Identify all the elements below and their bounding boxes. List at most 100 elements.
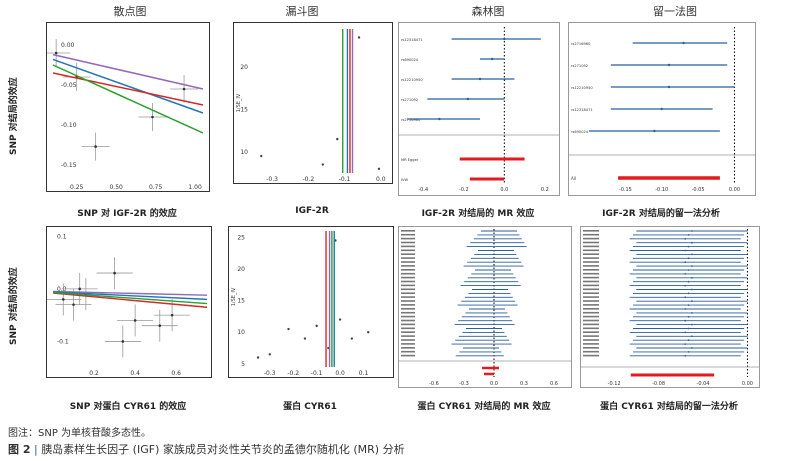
point-estimate: [684, 331, 687, 334]
data-point: [61, 298, 65, 301]
regression-line: [52, 290, 208, 296]
point-estimate: [690, 300, 693, 303]
snp-label-mark: [583, 230, 599, 232]
snp-label-mark: [401, 257, 415, 259]
regression-line: [52, 72, 204, 106]
regression-line: [52, 58, 204, 114]
figure-caption: 图 2 | 胰岛素样生长因子 (IGF) 家族成员对炎性关节炎的孟德尔随机化 (…: [8, 441, 405, 457]
snp-label-mark: [583, 347, 599, 349]
snp-label-mark: [401, 311, 415, 314]
point-estimate: [684, 308, 687, 310]
snp-label: rs690024: [401, 58, 419, 62]
ytick-label: 25: [237, 234, 245, 241]
xtick-label: 0.75: [149, 184, 163, 191]
snp-label-mark: [583, 319, 599, 322]
xtick-label: 0.2: [89, 370, 99, 377]
snp-label-mark: [401, 237, 415, 240]
snp-label-mark: [401, 300, 415, 302]
ytick-label: 0.0: [57, 286, 67, 293]
point-estimate: [687, 327, 690, 330]
point-estimate: [687, 234, 690, 236]
figure-caption-text: 胰岛素样生长因子 (IGF) 家族成员对炎性关节炎的孟德尔随机化 (MR) 分析: [41, 443, 405, 456]
summary-label: IVW: [401, 178, 409, 182]
snp-label-mark: [583, 253, 599, 255]
point-estimate: [690, 347, 693, 349]
xtick-label: 0.00: [729, 187, 740, 193]
regression-line: [52, 291, 208, 305]
row2-funnel-xlabel: 蛋白 CYR61: [283, 402, 337, 412]
ytick-label: 5: [241, 361, 245, 368]
point-estimate: [687, 315, 690, 318]
xtick-label: -0.4: [418, 187, 428, 193]
header-funnel: 漏斗图: [285, 5, 319, 18]
point-estimate: [478, 77, 482, 81]
regression-line: [52, 292, 208, 308]
point-estimate: [690, 288, 693, 291]
row1-forest-xlabel: IGF-2R 对结局的 MR 效应: [421, 209, 535, 219]
point-estimate: [684, 296, 687, 299]
ytick-label: -0.10: [61, 122, 77, 129]
data-point: [158, 324, 162, 327]
snp-label-mark: [401, 288, 415, 291]
snp-label-mark: [583, 265, 599, 267]
snp-label-mark: [583, 257, 599, 259]
snp-label-mark: [401, 323, 415, 326]
regression-line: [52, 53, 204, 90]
point-estimate: [684, 319, 687, 322]
point-estimate: [690, 265, 693, 267]
data-point: [336, 137, 339, 141]
snp-label-mark: [583, 350, 599, 353]
snp-label-mark: [401, 261, 415, 263]
data-point: [256, 356, 260, 359]
row1-scatter-plot: 0.00-0.05-0.10-0.150.00-0.05-0.10-0.150.…: [46, 22, 210, 192]
snp-label-mark: [583, 280, 599, 283]
point-estimate: [684, 354, 687, 357]
snp-label-mark: [401, 249, 415, 252]
snp-label: rs12318471: [401, 38, 423, 42]
point-estimate: [690, 312, 693, 314]
snp-label-mark: [583, 237, 599, 240]
point-estimate: [667, 85, 671, 89]
point-estimate: [682, 41, 685, 45]
data-point: [321, 163, 325, 166]
xtick-label: -0.6: [429, 381, 439, 387]
snp-label: rs2716960: [571, 42, 591, 46]
xtick-label: 0.0: [500, 187, 508, 193]
xtick-label: -0.3: [264, 370, 276, 377]
xtick-label: -0.1: [311, 370, 323, 377]
snp-label-mark: [401, 284, 415, 287]
data-point: [72, 303, 75, 306]
snp-label-mark: [583, 272, 599, 275]
snp-label-mark: [401, 265, 415, 267]
xtick-label: -0.12: [608, 381, 621, 387]
ytick-label: -0.1: [57, 338, 69, 345]
xtick-label: 0.25: [70, 184, 84, 191]
data-point: [338, 318, 342, 321]
snp-label-mark: [583, 323, 599, 326]
snp-label-mark: [583, 315, 599, 318]
snp-label: rs12210950: [401, 78, 423, 82]
point-estimate: [687, 339, 690, 342]
point-estimate: [690, 323, 693, 326]
ytick-label: 10: [240, 149, 248, 156]
ytick-label: 20: [237, 266, 245, 273]
snp-label-mark: [401, 241, 415, 244]
header-forest: 森林图: [471, 5, 505, 18]
point-estimate: [503, 37, 506, 41]
point-estimate: [438, 117, 441, 121]
xtick-label: -0.04: [697, 381, 710, 387]
figure-note: 图注：SNP 为单核苷酸多态性。: [8, 428, 152, 439]
ytick-label: -0.15: [61, 162, 77, 169]
snp-label-mark: [401, 272, 415, 275]
data-point: [260, 154, 263, 158]
snp-label-mark: [583, 331, 599, 333]
point-estimate: [684, 343, 687, 345]
data-point: [350, 337, 354, 340]
row1-funnel-plot: 10 15 20 -0.3 -0.2 -0.1 0.0 1/SE_IV: [233, 22, 393, 184]
xtick-label: 0.00: [742, 381, 753, 387]
xtick-label: -0.3: [266, 176, 278, 183]
snp-label-mark: [401, 276, 415, 279]
ytick-label: 20: [240, 64, 248, 71]
snp-label-mark: [401, 233, 415, 236]
xtick-label: 0.0: [335, 370, 345, 377]
